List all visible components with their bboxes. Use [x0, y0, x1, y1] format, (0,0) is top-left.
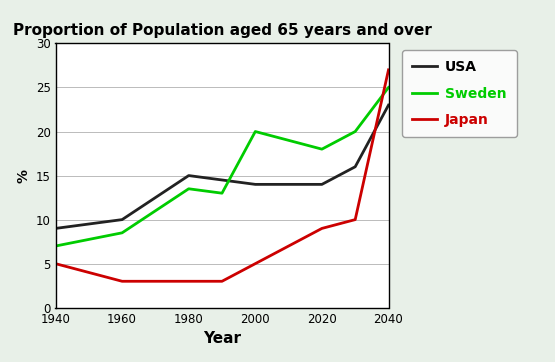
X-axis label: Year: Year [203, 331, 241, 346]
Legend: USA, Sweden, Japan: USA, Sweden, Japan [402, 50, 517, 137]
Title: Proportion of Population aged 65 years and over: Proportion of Population aged 65 years a… [13, 23, 431, 38]
Y-axis label: %: % [16, 169, 30, 182]
